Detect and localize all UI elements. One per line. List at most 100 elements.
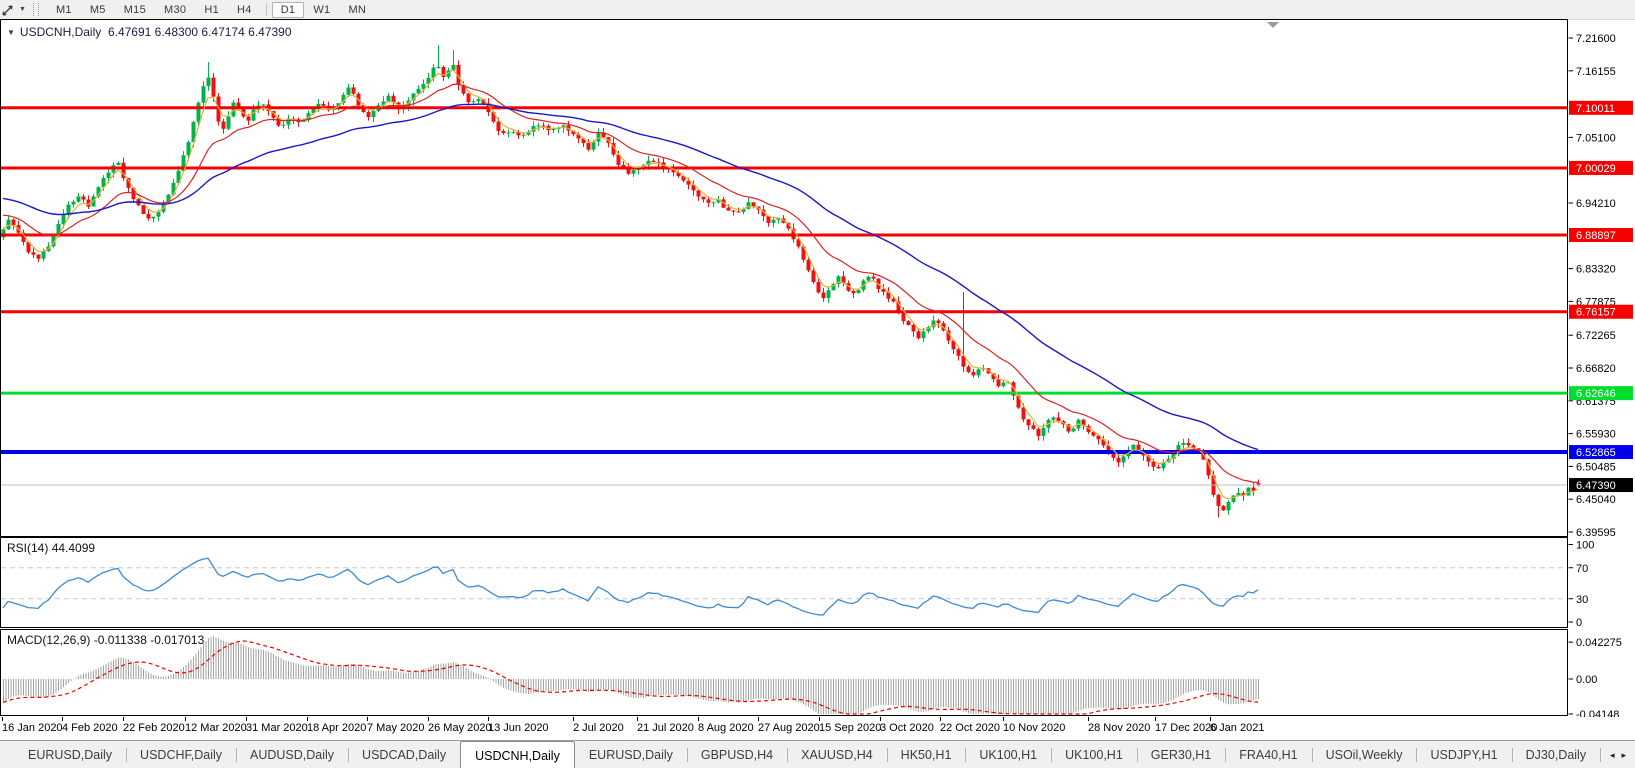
price-axis-label: 7.05100 xyxy=(1576,132,1616,144)
price-level-badge xyxy=(1569,228,1633,243)
date-tick xyxy=(880,717,881,721)
rsi-line xyxy=(2,557,1259,616)
date-tick xyxy=(698,717,699,721)
price-level-badge-text: 7.10011 xyxy=(1576,103,1615,115)
timeframe-group-daily: D1 W1 MN xyxy=(271,1,376,18)
date-label: 8 Aug 2020 xyxy=(698,722,754,734)
ma-slow-line xyxy=(2,103,1259,451)
timeframe-button-h4[interactable]: H4 xyxy=(237,3,252,16)
date-label: 13 Jun 2020 xyxy=(488,722,549,734)
date-label: 6 Jan 2021 xyxy=(1210,722,1265,734)
price-level-badge-text: 6.62646 xyxy=(1576,388,1616,400)
price-level-badge xyxy=(1569,304,1633,319)
symbol-tab-eurusd-daily[interactable]: EURUSD,Daily xyxy=(588,748,673,762)
macd-name: MACD(12,26,9) xyxy=(7,633,91,647)
price-level-badge-text: 6.47390 xyxy=(1576,480,1616,492)
price-axis-label: 6.94210 xyxy=(1576,198,1616,210)
price-axis-label: 6.45040 xyxy=(1576,494,1616,506)
date-tick xyxy=(819,717,820,721)
symbol-tab-audusd-daily[interactable]: AUDUSD,Daily xyxy=(236,741,348,768)
ohlc-close: 6.47390 xyxy=(248,25,292,39)
date-label: 28 Nov 2020 xyxy=(1088,722,1151,734)
price-level-badge-text: 6.76157 xyxy=(1576,307,1616,319)
price-axis-label: 6.39595 xyxy=(1576,527,1616,537)
symbol-tab-fra40-h1[interactable]: FRA40,H1 xyxy=(1225,741,1311,768)
timeframe-button-mn[interactable]: MN xyxy=(348,3,367,16)
date-tick xyxy=(637,717,638,721)
toolbar-grip-handle[interactable] xyxy=(32,3,39,16)
price-level-badge-text: 7.00029 xyxy=(1576,163,1616,175)
chart-shift-marker-icon[interactable] xyxy=(1267,22,1279,28)
date-label: 15 Sep 2020 xyxy=(819,722,882,734)
symbol-tab-gbpusd-h4[interactable]: GBPUSD,H4 xyxy=(686,741,787,768)
symbol-tab-uk100-h1[interactable]: UK100,H1 xyxy=(1051,741,1137,768)
symbol-tab-usdjpy-h1[interactable]: USDJPY,H1 xyxy=(1416,741,1511,768)
symbol-tab-eurusd-daily[interactable]: EURUSD,Daily xyxy=(28,748,113,762)
tool-dropdown-caret-icon[interactable]: ▼ xyxy=(19,6,26,13)
date-label: 27 Aug 2020 xyxy=(758,722,820,734)
chart-tab-bar: EURUSD,Daily USDCHF,Daily AUDUSD,Daily USDC… xyxy=(0,740,1635,768)
tabs-scroll-left-icon[interactable]: ◂ xyxy=(1609,749,1615,760)
symbol-tab-xauusd-h4[interactable]: XAUUSD,H4 xyxy=(787,741,887,768)
macd-indicator-pane[interactable]: 0.042275 0.00 -0.04148 xyxy=(0,628,1635,717)
price-level-badge xyxy=(1569,386,1633,401)
price-level-badge xyxy=(1569,445,1633,460)
timeframe-button-h1[interactable]: H1 xyxy=(204,3,220,16)
tab-scroll-controls: ◂ ▸ xyxy=(1601,741,1635,768)
date-tick xyxy=(367,717,368,721)
price-axis-label: 6.50485 xyxy=(1576,461,1616,473)
rsi-axis-label: 70 xyxy=(1576,563,1588,575)
date-tick xyxy=(940,717,941,721)
symbol-tab-usoil-weekly[interactable]: USOil,Weekly xyxy=(1311,741,1417,768)
timeframe-button-m5[interactable]: M5 xyxy=(89,3,106,16)
timeframe-button-m30[interactable]: M30 xyxy=(164,3,187,16)
date-tick xyxy=(185,717,186,721)
macd-main-value: -0.011338 xyxy=(93,633,147,647)
ohlc-open: 6.47691 xyxy=(107,25,152,39)
price-level-badge xyxy=(1569,100,1633,115)
ohlc-low: 6.47174 xyxy=(201,25,245,39)
price-axis-label: 6.55930 xyxy=(1576,429,1616,441)
cursor-tool-icon[interactable] xyxy=(2,3,16,16)
rsi-current-value: 44.4099 xyxy=(51,541,96,555)
main-chart-pane[interactable]: 7.216007.161557.051006.942106.833206.778… xyxy=(0,19,1635,537)
date-label: 31 Mar 2020 xyxy=(246,722,308,734)
symbol-tab-hk50-h1[interactable]: HK50,H1 xyxy=(886,741,966,768)
date-label: 17 Dec 2020 xyxy=(1155,722,1218,734)
symbol-tab-usdcnh-daily[interactable]: USDCNH,Daily xyxy=(460,741,575,768)
timeframe-button-m15[interactable]: M15 xyxy=(123,3,147,16)
price-axis: 7.216007.161557.051006.942106.833206.778… xyxy=(1568,33,1633,537)
toolbar-separator xyxy=(265,3,267,16)
date-tick xyxy=(428,717,429,721)
symbol-tab-usdcad-daily[interactable]: USDCAD,Daily xyxy=(348,741,460,768)
symbol-tab-china300-h1[interactable]: CHINA300,H1 xyxy=(1600,741,1601,768)
date-tick xyxy=(2,717,3,721)
symbol-tab-uk100-h1[interactable]: UK100,H1 xyxy=(965,741,1051,768)
date-tick xyxy=(62,717,63,721)
rsi-name: RSI(14) xyxy=(7,541,49,555)
macd-signal-value: -0.017013 xyxy=(150,633,205,647)
symbol-tab-usdchf-daily[interactable]: USDCHF,Daily xyxy=(126,741,236,768)
price-axis-label: 7.21600 xyxy=(1576,33,1616,45)
timeframe-button-d1[interactable]: D1 xyxy=(271,1,305,18)
timeframe-button-m1[interactable]: M1 xyxy=(55,3,72,16)
one-click-trading-arrow-icon[interactable]: ▼ xyxy=(7,28,15,37)
macd-axis-label: 0.00 xyxy=(1576,674,1597,686)
timeframe-button-w1[interactable]: W1 xyxy=(313,3,331,16)
date-label: 22 Oct 2020 xyxy=(940,722,1000,734)
date-label: 4 Feb 2020 xyxy=(62,722,118,734)
symbol-tab-dj30-daily[interactable]: DJ30,Daily xyxy=(1511,741,1600,768)
symbol-tab-ger30-h1[interactable]: GER30,H1 xyxy=(1136,741,1225,768)
chart-symbol-period: USDCNH,Daily xyxy=(19,25,102,39)
chart-tabs: EURUSD,Daily USDCHF,Daily AUDUSD,Daily USDC… xyxy=(0,741,1601,768)
macd-axis-label: 0.042275 xyxy=(1576,637,1622,649)
rsi-indicator-pane[interactable]: 100 70 30 0 xyxy=(0,537,1635,628)
date-tick xyxy=(123,717,124,721)
price-axis-label: 6.83320 xyxy=(1576,264,1616,276)
macd-axis-label: -0.04148 xyxy=(1576,709,1619,717)
date-tick xyxy=(488,717,489,721)
tabs-scroll-right-icon[interactable]: ▸ xyxy=(1621,749,1626,760)
timeframe-toolbar: ▼ M1 M5 M15 M30 H1 H4 D1 W1 MN xyxy=(0,0,1635,20)
price-level-badge-text: 6.52865 xyxy=(1576,447,1616,459)
